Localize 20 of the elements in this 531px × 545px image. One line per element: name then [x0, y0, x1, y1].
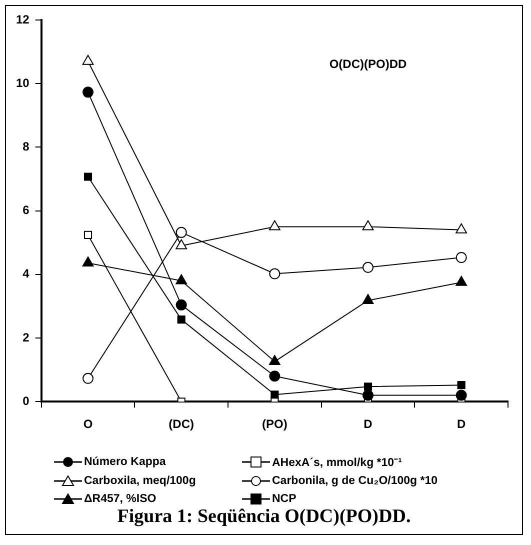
y-tick-label: 10 [16, 76, 30, 90]
x-tick-label: (DC) [168, 417, 194, 432]
legend-label: Número Kappa [84, 456, 166, 468]
legend-label: Carbonila, g de Cu₂O/100g *10 [272, 475, 438, 487]
y-tick-label: 2 [22, 330, 30, 344]
x-tick-label: D [457, 417, 466, 432]
y-tick-label: 8 [22, 140, 30, 154]
y-tick-label: 12 [16, 12, 30, 26]
y-tick-label: 0 [22, 394, 30, 408]
y-tick-label: 4 [22, 266, 30, 281]
text: Figura 1: Seqüência O(DC)(PO)DD. [116, 506, 412, 528]
legend-label: ΔR457, %ISO [84, 493, 156, 505]
x-tick-label: (PO) [262, 417, 288, 432]
x-tick-label: D [364, 417, 373, 432]
legend-label: AHexA´s, mmol/kg *10⁻¹ [272, 456, 402, 469]
legend-label: NCP [272, 493, 296, 505]
annotation: O(DC)(PO)DD [329, 57, 407, 71]
x-tick-label: O [83, 417, 93, 432]
legend-label: Carboxila, meq/100g [84, 475, 196, 487]
y-tick-label: 6 [22, 203, 30, 218]
